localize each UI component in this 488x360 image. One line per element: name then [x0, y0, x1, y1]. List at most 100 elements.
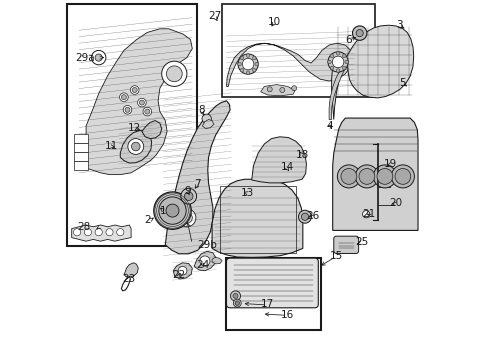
Polygon shape [251, 137, 306, 183]
Circle shape [178, 209, 196, 227]
Bar [73, 143, 88, 152]
Text: 7: 7 [194, 179, 201, 189]
Polygon shape [123, 263, 138, 277]
Circle shape [131, 142, 140, 151]
Circle shape [162, 61, 186, 86]
Circle shape [336, 69, 339, 72]
Text: 13: 13 [240, 188, 253, 198]
Circle shape [352, 26, 366, 40]
Text: 17: 17 [260, 299, 273, 309]
Circle shape [137, 98, 146, 107]
Circle shape [327, 52, 347, 72]
Circle shape [84, 229, 91, 236]
Circle shape [240, 56, 244, 60]
Circle shape [252, 68, 256, 72]
Polygon shape [79, 29, 192, 175]
Text: 27: 27 [208, 11, 221, 21]
Polygon shape [72, 225, 131, 241]
Text: 28: 28 [77, 222, 90, 232]
Circle shape [230, 291, 240, 301]
Text: 11: 11 [104, 141, 118, 151]
Circle shape [153, 192, 191, 229]
Circle shape [95, 54, 102, 61]
Polygon shape [260, 85, 294, 96]
Circle shape [117, 229, 123, 236]
Bar [73, 134, 88, 143]
Polygon shape [332, 118, 417, 230]
Circle shape [246, 71, 249, 75]
Text: 29a: 29a [76, 53, 95, 63]
Text: 24: 24 [195, 260, 208, 270]
Circle shape [242, 58, 253, 70]
Text: 5: 5 [399, 78, 406, 88]
Polygon shape [331, 25, 413, 120]
Text: 6: 6 [345, 35, 351, 45]
Circle shape [327, 60, 330, 64]
Circle shape [336, 51, 339, 55]
Circle shape [376, 168, 392, 184]
Circle shape [159, 197, 186, 224]
Text: 26: 26 [305, 211, 319, 221]
Circle shape [202, 114, 211, 123]
Circle shape [344, 60, 348, 64]
Polygon shape [194, 251, 215, 271]
Bar [225, 258, 320, 330]
Circle shape [73, 229, 81, 236]
Bar [222, 4, 374, 97]
Text: 12: 12 [128, 123, 141, 133]
Text: 2: 2 [143, 215, 150, 225]
Bar [67, 4, 197, 246]
Circle shape [340, 168, 356, 184]
Circle shape [181, 188, 196, 204]
Circle shape [95, 229, 102, 236]
Circle shape [342, 66, 346, 70]
Text: 22: 22 [172, 270, 185, 280]
Circle shape [291, 86, 296, 91]
Bar [73, 161, 88, 170]
Text: 20: 20 [388, 198, 402, 208]
Text: 9: 9 [184, 186, 190, 196]
Text: 16: 16 [280, 310, 293, 320]
Polygon shape [120, 130, 151, 163]
Text: 21: 21 [361, 209, 375, 219]
Circle shape [342, 54, 346, 58]
Circle shape [240, 68, 244, 72]
Circle shape [125, 107, 130, 112]
FancyBboxPatch shape [333, 236, 358, 253]
Text: 25: 25 [354, 237, 367, 247]
Circle shape [329, 54, 333, 58]
Circle shape [254, 62, 258, 66]
Circle shape [358, 168, 374, 184]
Text: 1: 1 [160, 206, 166, 216]
Polygon shape [142, 121, 162, 139]
Circle shape [184, 192, 193, 201]
Circle shape [266, 87, 272, 92]
Circle shape [373, 165, 396, 188]
Text: 15: 15 [329, 251, 342, 261]
Bar [73, 152, 88, 161]
Text: 14: 14 [280, 162, 293, 172]
Circle shape [142, 107, 151, 116]
Circle shape [237, 62, 241, 66]
Circle shape [279, 87, 284, 93]
Circle shape [246, 54, 249, 57]
Polygon shape [328, 65, 345, 120]
Text: 10: 10 [267, 17, 281, 27]
Circle shape [123, 105, 132, 114]
Circle shape [238, 54, 258, 74]
Circle shape [166, 66, 182, 82]
Circle shape [144, 109, 149, 114]
Text: 29b: 29b [196, 240, 216, 250]
Circle shape [181, 212, 192, 223]
Polygon shape [165, 101, 230, 254]
Text: 23: 23 [122, 274, 135, 284]
Circle shape [362, 211, 369, 218]
Text: 8: 8 [198, 105, 204, 115]
Polygon shape [202, 120, 213, 129]
Circle shape [166, 204, 179, 217]
Polygon shape [173, 263, 192, 279]
Text: 4: 4 [325, 121, 332, 131]
Circle shape [329, 66, 333, 70]
Bar [220, 186, 296, 253]
Polygon shape [212, 257, 222, 264]
